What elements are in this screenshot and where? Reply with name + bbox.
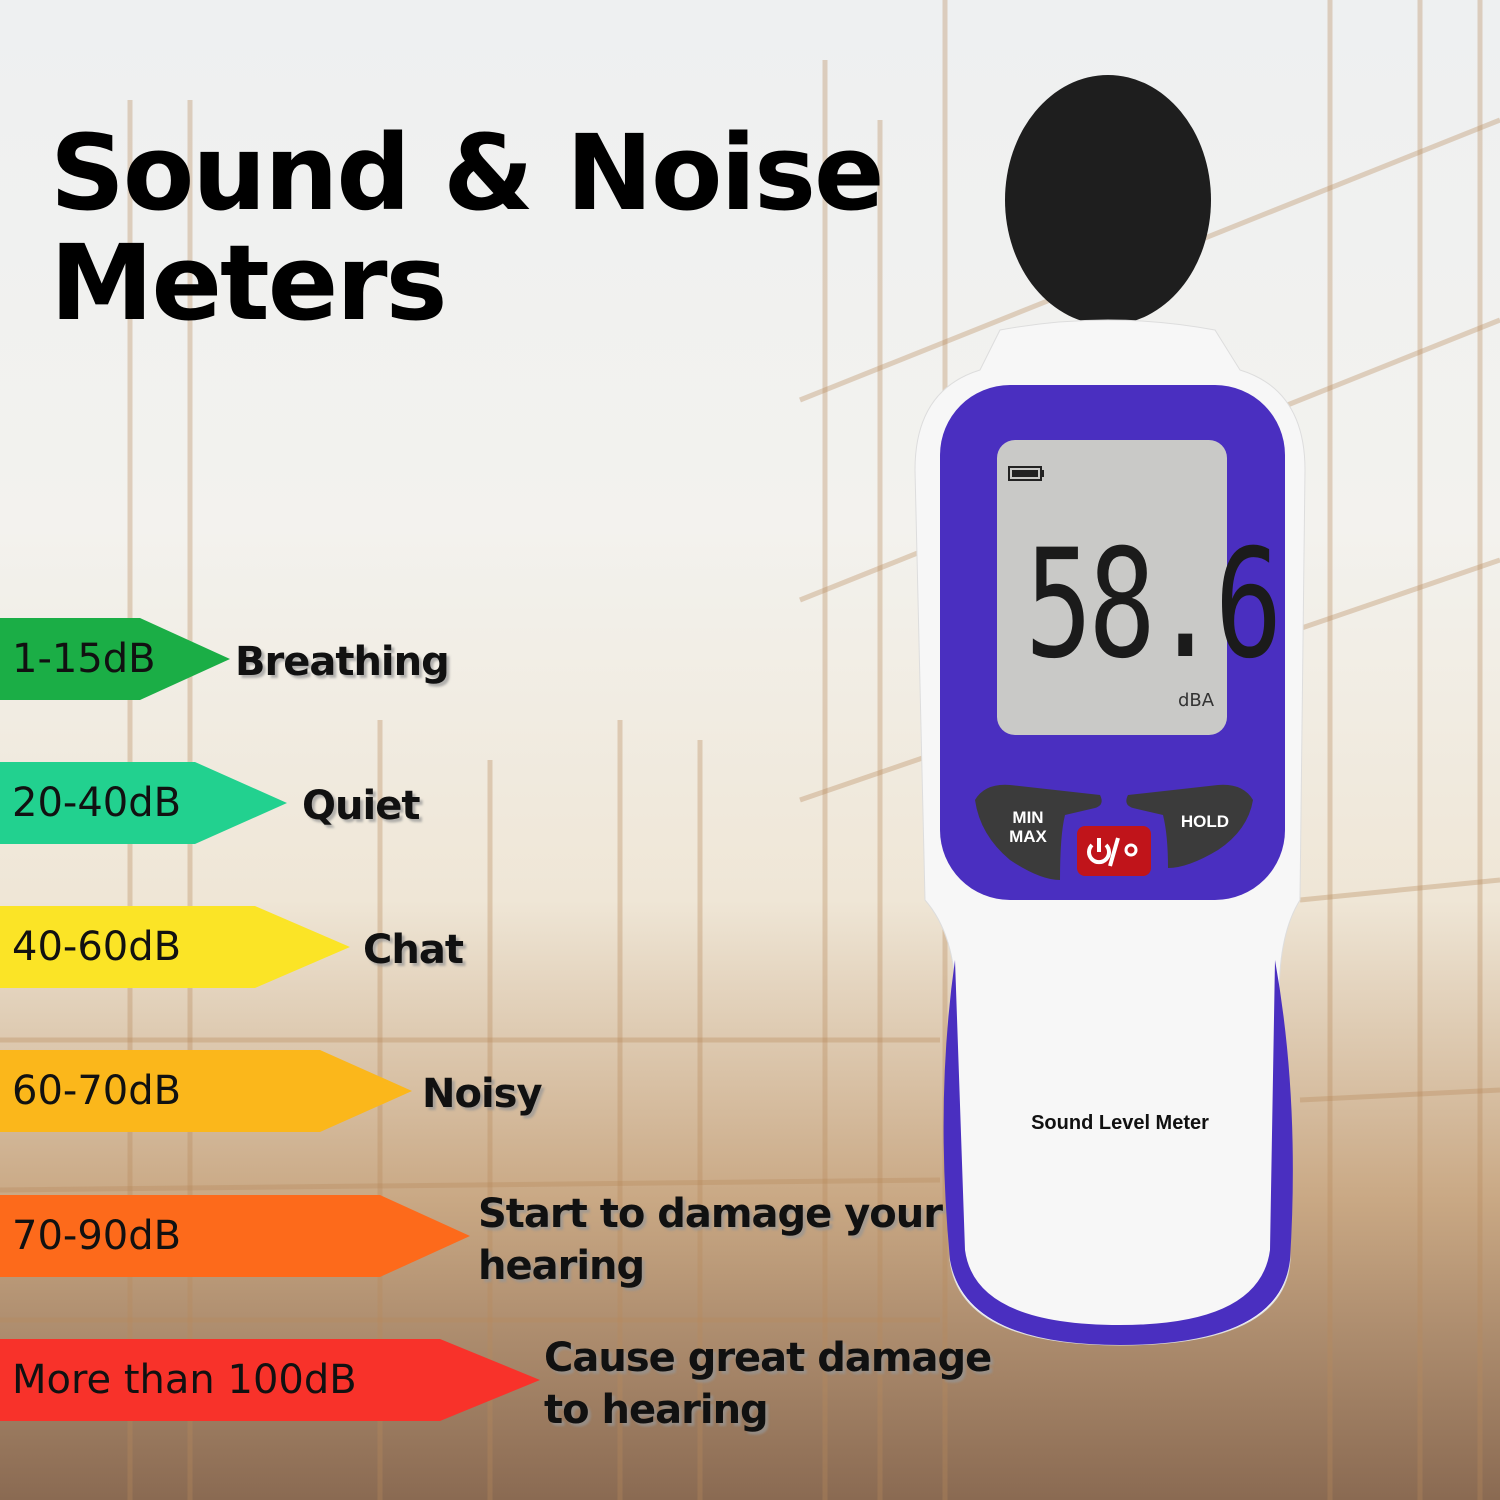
- microphone-foam: [1005, 75, 1211, 325]
- level-range: 40-60dB: [12, 924, 182, 970]
- arrow-shape: [0, 906, 350, 988]
- arrow-shape: [0, 618, 230, 700]
- level-arrow: 1-15dB: [0, 618, 235, 700]
- description-line: to hearing: [544, 1387, 769, 1433]
- description-line: Chat: [363, 927, 464, 973]
- description-line: Noisy: [422, 1071, 543, 1117]
- level-arrow: 40-60dB: [0, 906, 355, 988]
- meter-label: Sound Level Meter: [1031, 1112, 1209, 1134]
- minmax-button-label[interactable]: MIN MAX: [1003, 808, 1053, 846]
- arrow-shape: [0, 1195, 470, 1277]
- level-arrow: 70-90dB: [0, 1195, 475, 1277]
- lcd-unit: dBA: [1178, 690, 1215, 711]
- level-description: Breathing: [235, 636, 450, 688]
- level-range: 60-70dB: [12, 1068, 182, 1114]
- battery-full-icon: [1008, 466, 1044, 481]
- level-description: Start to damage your hearing: [478, 1188, 943, 1292]
- level-arrow: More than 100dB: [0, 1339, 545, 1421]
- title-line-2: Meters: [50, 222, 447, 344]
- level-description: Chat: [363, 924, 464, 976]
- description-line: hearing: [478, 1243, 645, 1289]
- description-line: Breathing: [235, 639, 450, 685]
- level-description: Quiet: [302, 780, 420, 832]
- level-arrow: 60-70dB: [0, 1050, 417, 1132]
- minmax-button: [975, 784, 1102, 880]
- arrow-shape: [0, 1339, 540, 1421]
- level-range: 1-15dB: [12, 636, 156, 682]
- power-light-icon: [1087, 837, 1138, 867]
- page-title: Sound & Noise Meters: [50, 112, 885, 344]
- lcd-screen: [997, 440, 1227, 735]
- description-line: Cause great damage: [544, 1335, 992, 1381]
- arrow-shape: [0, 1050, 412, 1132]
- description-line: Start to damage your: [478, 1191, 943, 1237]
- level-arrow: 20-40dB: [0, 762, 292, 844]
- arrow-shape: [0, 762, 287, 844]
- level-range: 70-90dB: [12, 1213, 182, 1259]
- blue-side-trim: [943, 960, 1293, 1345]
- min-label: MIN: [1012, 808, 1044, 827]
- title-line-1: Sound & Noise: [50, 112, 885, 234]
- hold-button: [1126, 784, 1253, 868]
- level-range: 20-40dB: [12, 780, 182, 826]
- level-range: More than 100dB: [12, 1357, 357, 1403]
- level-description: Noisy: [422, 1068, 543, 1120]
- max-label: MAX: [1009, 827, 1047, 846]
- level-description: Cause great damage to hearing: [544, 1332, 992, 1436]
- description-line: Quiet: [302, 783, 420, 829]
- lcd-reading: 58.6: [1025, 518, 1282, 692]
- hold-button-label[interactable]: HOLD: [1180, 812, 1230, 831]
